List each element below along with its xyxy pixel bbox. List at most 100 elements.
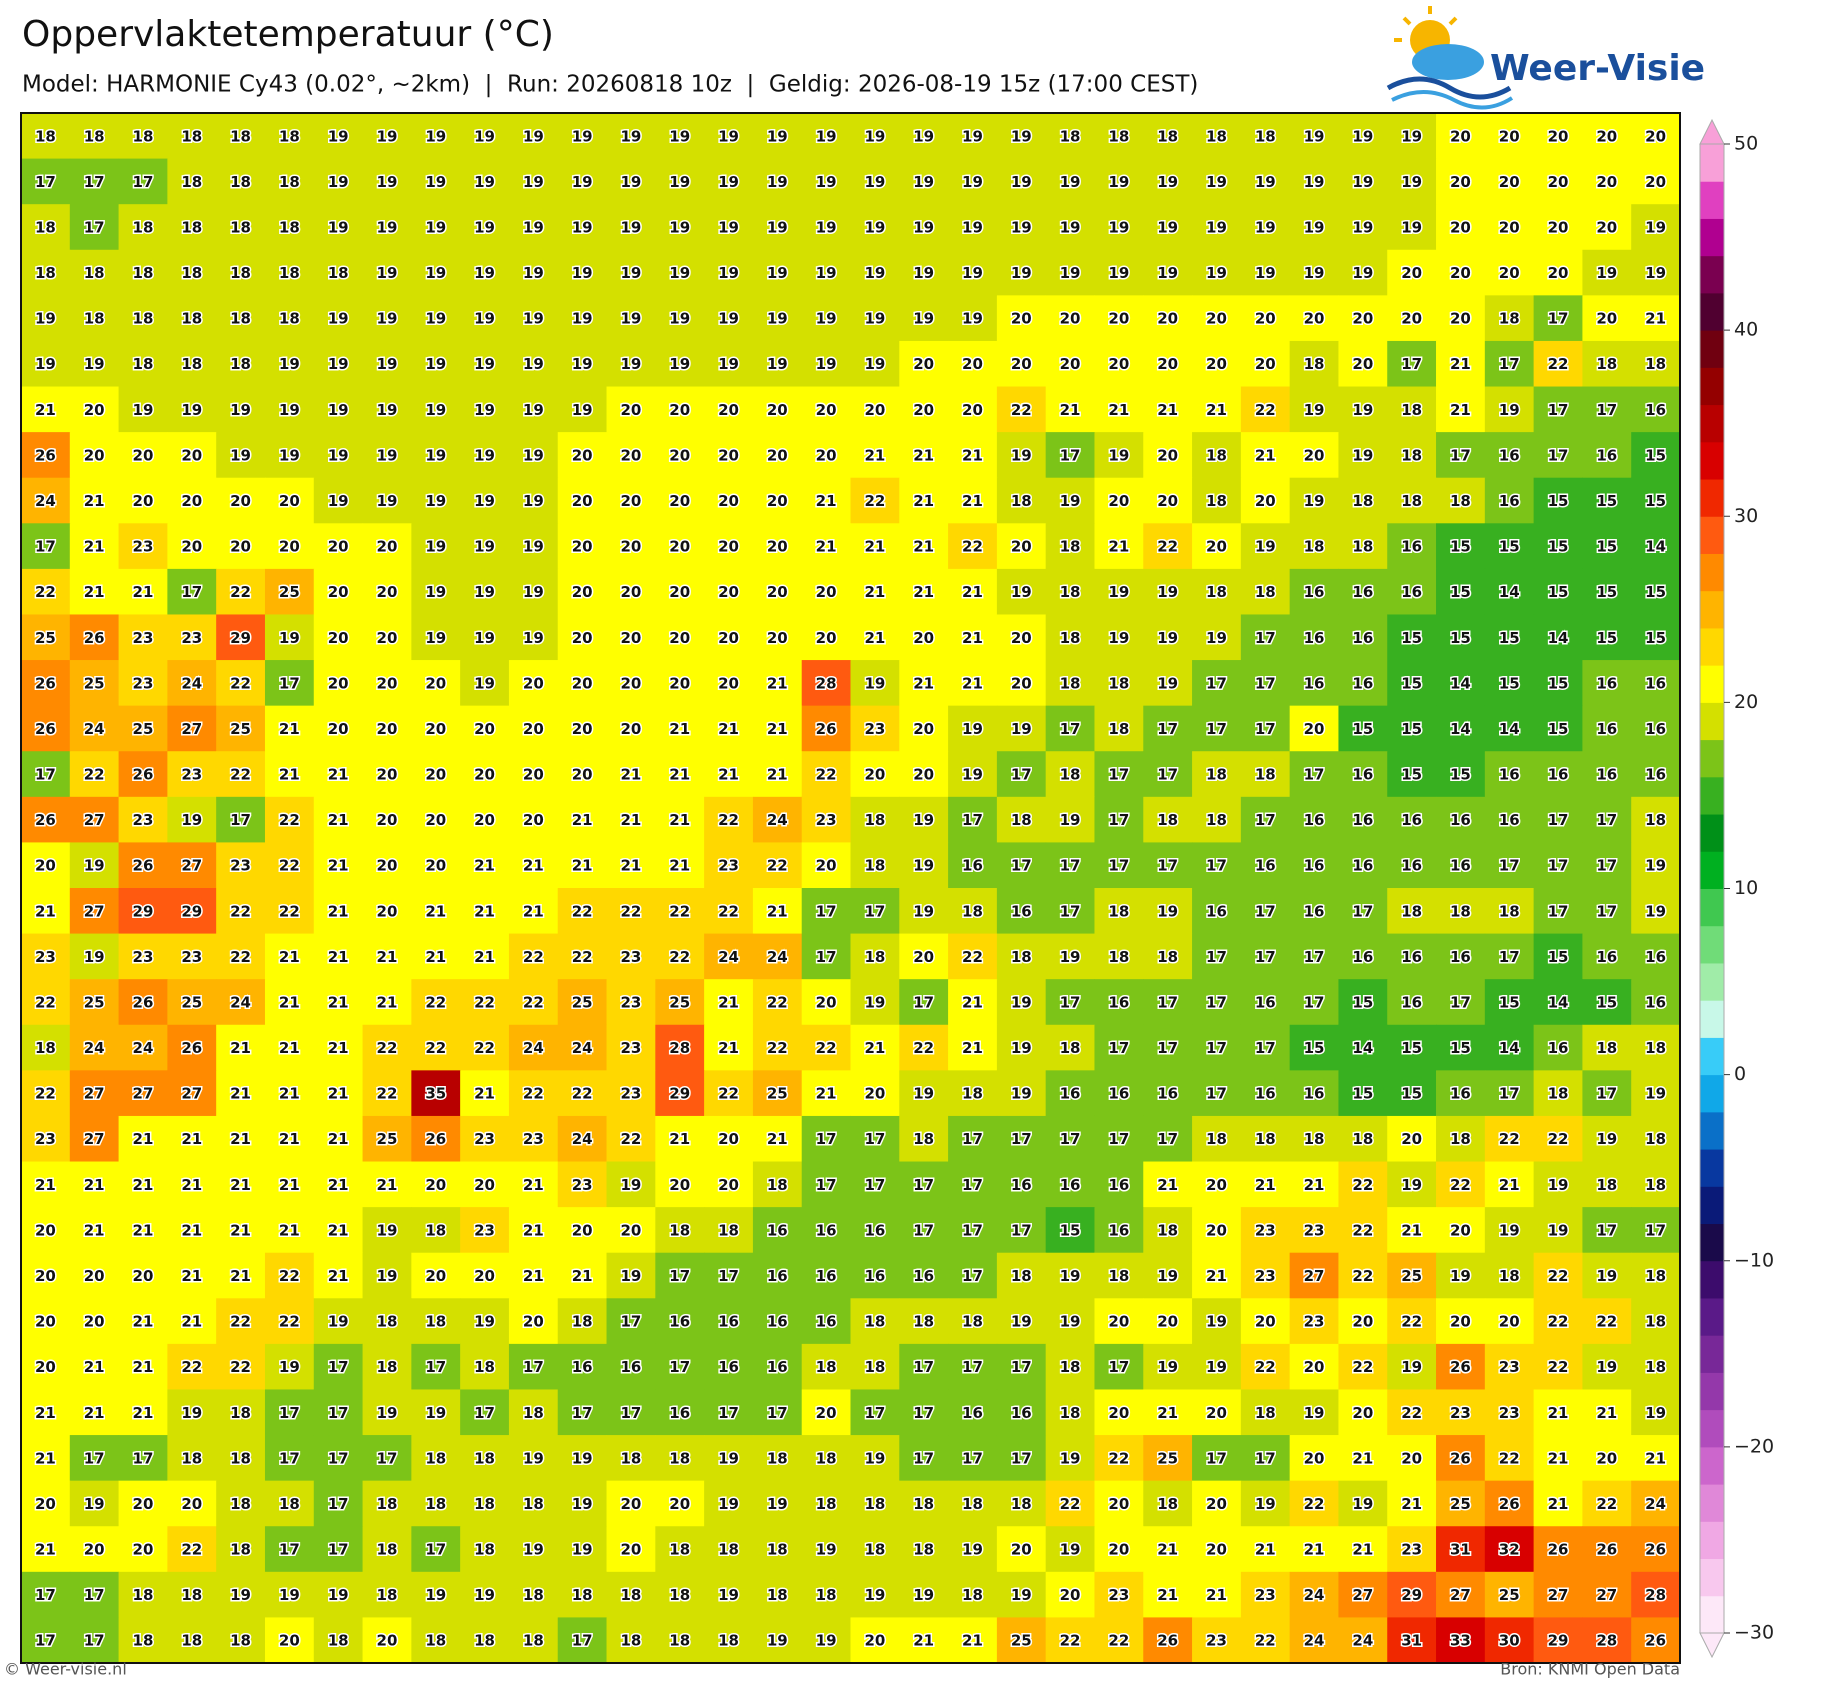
temperature-cell bbox=[1338, 1115, 1388, 1163]
temperature-cell bbox=[313, 1617, 364, 1664]
temperature-label: 18 bbox=[572, 1313, 593, 1331]
temperature-cell bbox=[1484, 614, 1535, 661]
temperature-cell bbox=[1240, 1526, 1291, 1573]
temperature-cell bbox=[655, 340, 705, 388]
temperature-cell bbox=[752, 204, 803, 251]
temperature-label: 18 bbox=[1645, 1039, 1666, 1057]
temperature-label: 16 bbox=[1108, 1221, 1129, 1239]
temperature-label: 24 bbox=[523, 1039, 544, 1057]
temperature-label: 18 bbox=[1060, 1358, 1081, 1376]
temperature-cell bbox=[1045, 295, 1095, 342]
temperature-label: 19 bbox=[1108, 629, 1129, 647]
temperature-label: 21 bbox=[328, 1039, 349, 1057]
temperature-label: 17 bbox=[474, 1404, 495, 1422]
temperature-label: 20 bbox=[1352, 1313, 1373, 1331]
temperature-label: 20 bbox=[1304, 1358, 1325, 1376]
temperature-cell bbox=[1436, 705, 1486, 752]
temperature-label: 21 bbox=[474, 948, 495, 966]
temperature-label: 18 bbox=[718, 1541, 739, 1559]
temperature-label: 21 bbox=[328, 993, 349, 1011]
temperature-cell bbox=[557, 1161, 608, 1208]
colorbar-segment bbox=[1700, 739, 1724, 778]
temperature-label: 17 bbox=[84, 218, 105, 236]
temperature-label: 17 bbox=[328, 1541, 349, 1559]
temperature-cell bbox=[1192, 979, 1242, 1026]
temperature-cell bbox=[1582, 1024, 1632, 1071]
temperature-label: 18 bbox=[1108, 720, 1129, 738]
temperature-label: 18 bbox=[1450, 902, 1471, 920]
temperature-cell bbox=[1338, 751, 1388, 798]
temperature-cell bbox=[362, 340, 412, 388]
colorbar-segment bbox=[1700, 776, 1724, 815]
temperature-cell bbox=[801, 1571, 851, 1618]
colorbar-segment bbox=[1700, 255, 1724, 294]
temperature-cell bbox=[1484, 249, 1535, 296]
temperature-label: 27 bbox=[84, 1085, 105, 1103]
temperature-label: 17 bbox=[328, 1495, 349, 1513]
temperature-label: 20 bbox=[425, 766, 446, 784]
temperature-label: 19 bbox=[425, 127, 446, 145]
temperature-cell bbox=[118, 888, 168, 935]
temperature-label: 14 bbox=[1499, 1039, 1520, 1057]
temperature-label: 17 bbox=[1206, 1085, 1227, 1103]
temperature-cell bbox=[899, 432, 949, 479]
temperature-cell bbox=[313, 340, 364, 388]
temperature-cell bbox=[1192, 1480, 1242, 1527]
temperature-cell bbox=[216, 386, 266, 433]
temperature-cell bbox=[899, 523, 949, 570]
temperature-label: 17 bbox=[35, 538, 56, 556]
temperature-label: 19 bbox=[1157, 902, 1178, 920]
temperature-label: 22 bbox=[279, 1267, 300, 1285]
temperature-label: 20 bbox=[1450, 218, 1471, 236]
temperature-cell bbox=[313, 1024, 364, 1071]
temperature-label: 17 bbox=[1206, 720, 1227, 738]
temperature-label: 19 bbox=[377, 355, 398, 373]
temperature-label: 19 bbox=[1401, 127, 1422, 145]
temperature-cell bbox=[1436, 1435, 1486, 1482]
temperature-cell bbox=[899, 249, 949, 296]
temperature-label: 25 bbox=[1401, 1267, 1422, 1285]
temperature-cell bbox=[948, 796, 998, 843]
temperature-cell bbox=[411, 1571, 461, 1618]
temperature-cell bbox=[1045, 340, 1095, 388]
temperature-label: 19 bbox=[35, 310, 56, 328]
temperature-cell bbox=[1045, 1115, 1095, 1163]
temperature-cell bbox=[69, 660, 120, 707]
temperature-label: 15 bbox=[1596, 538, 1617, 556]
temperature-cell bbox=[1289, 249, 1339, 296]
temperature-cell bbox=[411, 158, 461, 205]
temperature-cell bbox=[1045, 568, 1095, 615]
temperature-label: 20 bbox=[1206, 355, 1227, 373]
temperature-cell bbox=[1387, 204, 1437, 251]
temperature-label: 19 bbox=[425, 1586, 446, 1604]
temperature-label: 19 bbox=[1645, 264, 1666, 282]
temperature-label: 16 bbox=[1108, 1085, 1129, 1103]
temperature-cell bbox=[1289, 1571, 1339, 1618]
temperature-label: 20 bbox=[1157, 1313, 1178, 1331]
temperature-label: 21 bbox=[181, 1267, 202, 1285]
temperature-cell bbox=[313, 1207, 364, 1254]
temperature-label: 28 bbox=[816, 674, 837, 692]
temperature-cell bbox=[557, 1526, 608, 1573]
temperature-cell bbox=[508, 432, 559, 479]
temperature-cell bbox=[996, 1115, 1047, 1163]
temperature-cell bbox=[801, 660, 851, 707]
temperature-label: 26 bbox=[1645, 1632, 1666, 1650]
temperature-cell bbox=[752, 477, 803, 524]
temperature-label: 17 bbox=[1255, 629, 1276, 647]
temperature-label: 22 bbox=[962, 538, 983, 556]
temperature-label: 15 bbox=[1352, 720, 1373, 738]
temperature-label: 19 bbox=[425, 173, 446, 191]
temperature-cell bbox=[167, 386, 217, 433]
temperature-cell bbox=[1192, 1161, 1242, 1208]
temperature-label: 19 bbox=[1206, 173, 1227, 191]
temperature-label: 18 bbox=[1255, 127, 1276, 145]
temperature-cell bbox=[460, 432, 510, 479]
temperature-cell bbox=[362, 1617, 412, 1664]
temperature-cell bbox=[1240, 477, 1291, 524]
temperature-cell bbox=[118, 1024, 168, 1071]
temperature-label: 20 bbox=[425, 1176, 446, 1194]
temperature-label: 22 bbox=[279, 902, 300, 920]
temperature-label: 20 bbox=[1352, 310, 1373, 328]
temperature-label: 23 bbox=[620, 993, 641, 1011]
